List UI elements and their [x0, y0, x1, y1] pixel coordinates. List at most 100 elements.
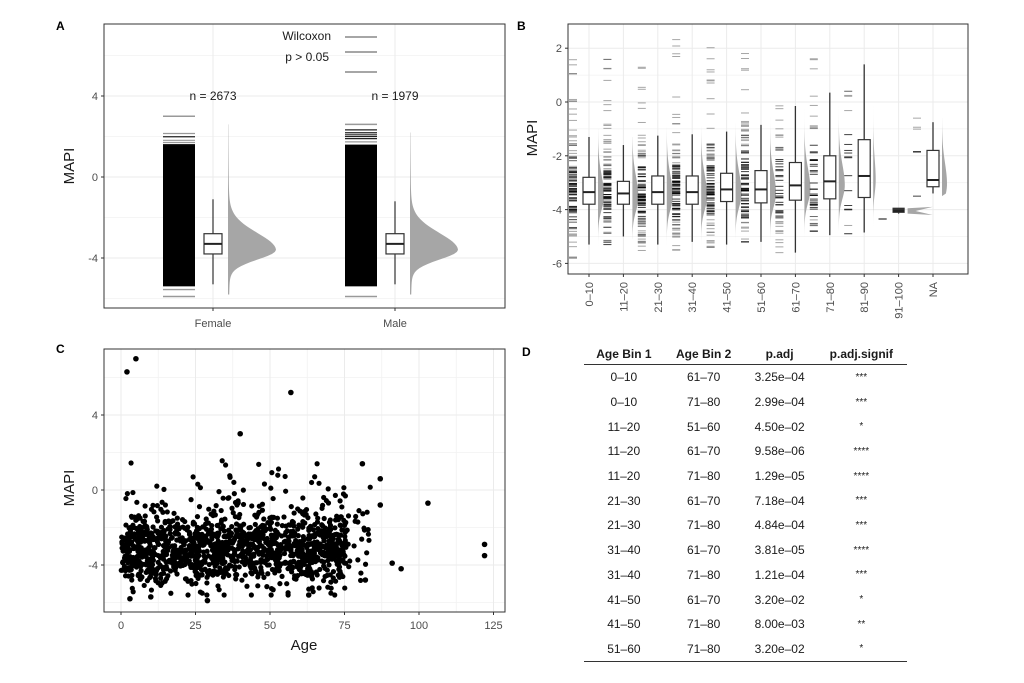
scatter-point	[142, 513, 148, 519]
density-violin	[873, 62, 876, 234]
scatter-point	[136, 558, 142, 564]
scatter-point	[364, 509, 370, 515]
scatter-point	[167, 524, 173, 530]
scatter-point	[170, 547, 177, 553]
scatter-point	[128, 533, 134, 539]
scatter-point	[281, 539, 287, 545]
x-axis-title: Age	[291, 637, 318, 654]
scatter-point	[123, 537, 129, 544]
scatter-point	[345, 513, 352, 519]
scatter-point	[238, 551, 245, 557]
scatter-point	[149, 562, 156, 568]
scatter-point	[268, 592, 274, 598]
scatter-point	[233, 521, 240, 527]
x-tick-label: 100	[410, 620, 428, 632]
scatter-point	[122, 554, 128, 560]
scatter-point	[186, 531, 193, 538]
scatter-point	[301, 536, 307, 543]
scatter-point	[183, 555, 189, 561]
scatter-point	[203, 521, 209, 527]
scatter-point	[261, 481, 268, 487]
scatter-point	[256, 530, 263, 536]
table-row: 11–20 61–70 9.58e–06 ****	[584, 439, 907, 464]
box-iqr	[685, 175, 699, 205]
scatter-point	[148, 530, 154, 536]
age-bin-2-cell: 61–70	[686, 493, 721, 508]
scatter-point	[218, 507, 224, 514]
scatter-point	[230, 510, 236, 516]
scatter-point	[219, 517, 225, 523]
scatter-point	[328, 590, 334, 596]
scatter-point	[137, 563, 144, 570]
y-tick-label: -4	[88, 253, 98, 265]
scatter-point	[220, 560, 226, 566]
scatter-point	[158, 506, 164, 512]
scatter-point	[294, 539, 301, 545]
p-adj-cell: 4.50e–02	[754, 419, 805, 434]
x-tick-label: 0–10	[584, 282, 596, 306]
scatter-point	[194, 513, 201, 520]
scatter-point	[332, 525, 338, 531]
scatter-point	[342, 585, 348, 591]
scatter-point	[356, 508, 362, 514]
scatter-point	[291, 510, 297, 516]
density-violin	[804, 97, 811, 253]
panel-b-frame	[567, 23, 969, 275]
scatter-point	[292, 530, 298, 536]
y-tick-label: -4	[552, 205, 562, 217]
scatter-point	[244, 583, 250, 589]
age-bin-1-cell: 41–50	[607, 617, 641, 632]
scatter-point	[270, 495, 276, 502]
n-label: n = 1979	[371, 89, 418, 103]
scatter-point	[309, 576, 316, 582]
scatter-point	[219, 458, 225, 464]
box-iqr	[651, 175, 665, 205]
scatter-point	[163, 563, 169, 569]
scatter-point	[351, 543, 357, 549]
scatter-point	[366, 537, 372, 543]
scatter-point	[158, 524, 165, 530]
scatter-point	[275, 551, 281, 557]
scatter-point	[281, 514, 287, 520]
density-violin	[666, 127, 673, 248]
scatter-point	[154, 483, 160, 489]
scatter-point	[288, 546, 294, 552]
scatter-point	[276, 555, 282, 561]
scatter-point	[283, 488, 289, 494]
scatter-point	[164, 576, 170, 582]
scatter-point	[314, 572, 320, 578]
scatter-point	[220, 523, 226, 530]
scatter-point	[164, 538, 171, 544]
scatter-point	[215, 544, 221, 551]
scatter-point	[180, 537, 187, 544]
rug-core	[163, 144, 195, 287]
scatter-point	[264, 535, 270, 542]
scatter-point	[252, 521, 258, 528]
scatter-point	[249, 552, 255, 558]
scatter-point	[252, 567, 258, 573]
scatter-point	[325, 486, 331, 492]
scatter-point	[313, 511, 319, 517]
scatter-point	[282, 560, 289, 566]
scatter-point	[233, 533, 239, 539]
scatter-point	[260, 559, 266, 565]
scatter-point	[362, 561, 369, 567]
box-iqr	[719, 172, 734, 203]
p-adj-cell: 1.21e–04	[754, 567, 805, 582]
scatter-point	[221, 571, 227, 577]
scatter-point	[237, 511, 243, 518]
age-bin-1-cell: 11–20	[607, 444, 641, 459]
scatter-point	[217, 553, 224, 559]
scatter-point	[204, 597, 211, 604]
scatter-point	[217, 565, 223, 571]
scatter-point	[148, 594, 154, 600]
age-bin-1-cell: 41–50	[607, 592, 641, 607]
scatter-point	[172, 543, 178, 549]
scatter-point	[303, 511, 309, 518]
p-adj-cell: 4.84e–04	[754, 518, 805, 533]
scatter-point	[336, 548, 342, 554]
scatter-point	[323, 534, 329, 540]
y-axis-title: MAPI	[524, 120, 541, 157]
p-adj-signif-cell: ****	[853, 544, 870, 556]
